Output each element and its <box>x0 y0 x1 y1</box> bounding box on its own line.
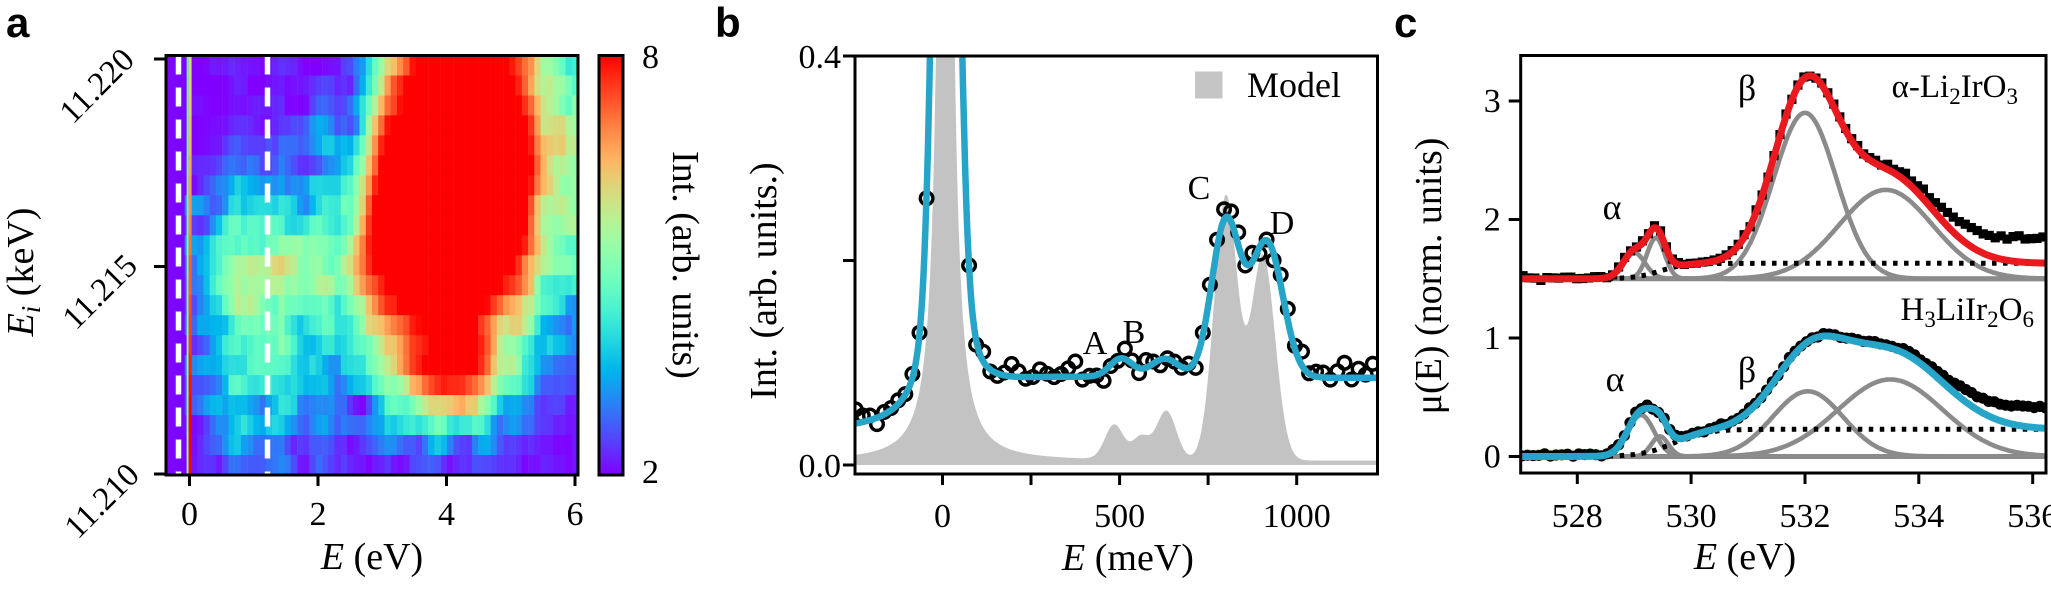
svg-text:0.4: 0.4 <box>799 39 842 76</box>
svg-text:4: 4 <box>438 496 455 533</box>
svg-text:0.0: 0.0 <box>799 448 842 485</box>
svg-text:0: 0 <box>934 498 951 535</box>
svg-text:0: 0 <box>1484 439 1501 476</box>
svg-text:Int. (arb. units): Int. (arb. units) <box>664 151 706 379</box>
svg-text:μ(E) (norm. units): μ(E) (norm. units) <box>1408 138 1450 415</box>
svg-text:3: 3 <box>1484 83 1501 120</box>
svg-text:534: 534 <box>1893 498 1944 535</box>
svg-text:1: 1 <box>1484 320 1501 357</box>
svg-text:H3LiIr2O6: H3LiIr2O6 <box>1901 292 2035 332</box>
svg-text:2: 2 <box>642 454 659 491</box>
svg-text:E (eV): E (eV) <box>320 536 423 578</box>
svg-text:6: 6 <box>567 496 584 533</box>
svg-text:Ei (keV): Ei (keV) <box>0 208 46 338</box>
svg-text:1000: 1000 <box>1263 498 1331 535</box>
svg-text:E (meV): E (meV) <box>1061 537 1194 579</box>
svg-text:D: D <box>1270 205 1295 242</box>
svg-text:c: c <box>1394 0 1417 46</box>
svg-text:β: β <box>1738 350 1756 390</box>
svg-text:2: 2 <box>310 496 327 533</box>
svg-text:536: 536 <box>2007 498 2051 535</box>
svg-text:β: β <box>1738 68 1756 108</box>
svg-text:500: 500 <box>1094 498 1145 535</box>
svg-text:2: 2 <box>1484 202 1501 239</box>
svg-text:530: 530 <box>1666 498 1717 535</box>
svg-text:C: C <box>1188 170 1211 207</box>
svg-text:α: α <box>1606 359 1625 399</box>
svg-text:532: 532 <box>1780 498 1831 535</box>
svg-text:A: A <box>1083 325 1108 362</box>
svg-text:b: b <box>715 0 741 46</box>
svg-text:α: α <box>1603 187 1622 227</box>
svg-text:E (eV): E (eV) <box>1693 536 1796 578</box>
svg-text:Model: Model <box>1247 65 1341 105</box>
svg-text:a: a <box>6 0 30 46</box>
svg-text:Int. (arb. units.): Int. (arb. units.) <box>743 162 785 399</box>
svg-text:528: 528 <box>1552 498 1603 535</box>
svg-text:0: 0 <box>181 496 198 533</box>
svg-text:B: B <box>1123 314 1146 351</box>
svg-text:8: 8 <box>642 39 659 76</box>
